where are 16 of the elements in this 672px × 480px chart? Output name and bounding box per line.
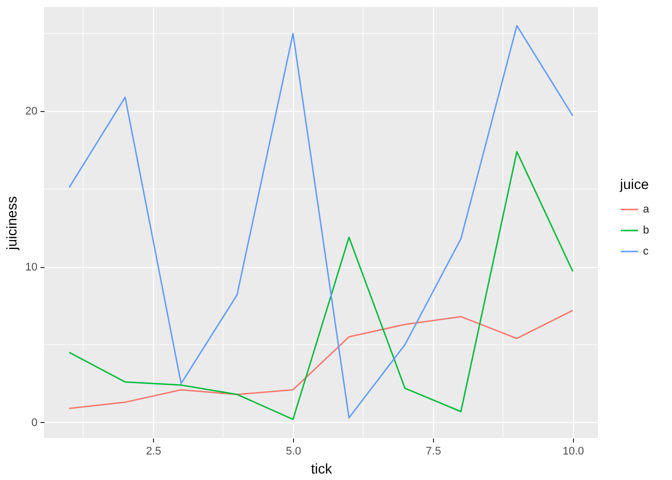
x-tick-label: 10.0 [562,446,584,458]
y-tick-label: 0 [31,416,38,429]
x-tick-label: 7.5 [426,446,442,458]
line-series [68,310,574,410]
x-tick-label: 2.5 [146,446,162,458]
legend-label: c [643,246,649,258]
line-series [68,151,574,420]
y-tick-label: 10 [25,261,38,274]
x-axis-title: tick [311,460,333,476]
y-tick-label: 20 [25,106,38,118]
line-series [68,24,574,418]
y-axis-title: juiciness [3,196,20,251]
x-tick-label: 5.0 [286,446,302,458]
legend-label: a [643,204,650,216]
legend-label: b [643,224,650,236]
legend-title: juice [619,176,650,192]
